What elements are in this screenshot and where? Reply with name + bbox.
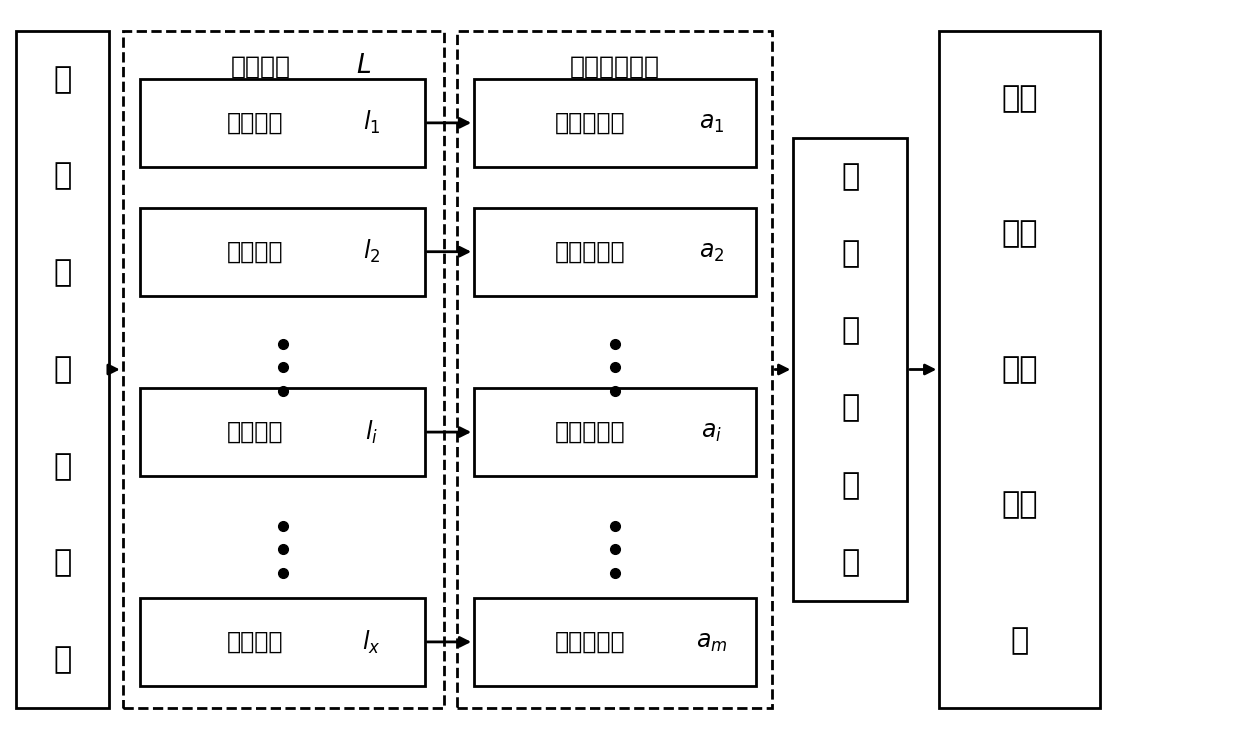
Bar (474, 78, 756, 167)
Text: 连接环节: 连接环节 (227, 111, 283, 134)
Text: $\it{a}_{i}$: $\it{a}_{i}$ (701, 420, 722, 444)
Text: 置模: 置模 (1002, 491, 1038, 520)
Text: 和配: 和配 (1002, 355, 1038, 384)
Text: 理: 理 (841, 394, 859, 423)
Text: 块: 块 (841, 548, 859, 577)
Text: $\it{a}_{m}$: $\it{a}_{m}$ (696, 630, 728, 654)
Text: 连接环节: 连接环节 (227, 239, 283, 264)
Bar (456, 31, 773, 708)
Text: 号: 号 (53, 355, 72, 384)
Text: 信: 信 (841, 162, 859, 191)
Text: $\it{l}_{x}$: $\it{l}_{x}$ (362, 628, 381, 655)
Text: 转发: 转发 (1002, 219, 1038, 248)
Text: 连接环节: 连接环节 (227, 630, 283, 654)
Text: 直: 直 (53, 65, 72, 94)
Text: 源: 源 (53, 645, 72, 674)
Bar (140, 208, 424, 296)
Bar (140, 598, 424, 686)
Text: $\it{l}_{i}$: $\it{l}_{i}$ (365, 418, 378, 446)
Bar (474, 388, 756, 476)
Bar (123, 31, 444, 708)
Bar (140, 388, 424, 476)
Text: $\it{l}_{2}$: $\it{l}_{2}$ (362, 238, 379, 265)
Text: 耦合子模块: 耦合子模块 (556, 111, 626, 134)
Text: $\it{a}_{1}$: $\it{a}_{1}$ (699, 111, 724, 134)
Bar (140, 78, 424, 167)
Text: 信: 信 (53, 258, 72, 287)
Text: $\it{a}_{2}$: $\it{a}_{2}$ (699, 239, 724, 264)
Text: 连接环节: 连接环节 (227, 420, 283, 444)
Text: 励: 励 (53, 548, 72, 577)
Bar (474, 598, 756, 686)
Text: 连接环节: 连接环节 (231, 54, 291, 78)
Text: $\it{l}_{1}$: $\it{l}_{1}$ (362, 109, 379, 137)
Text: 耦合子模块: 耦合子模块 (556, 239, 626, 264)
Text: 流: 流 (53, 162, 72, 191)
Text: 耦合子模块: 耦合子模块 (556, 420, 626, 444)
Text: 号: 号 (841, 239, 859, 268)
Bar (16, 31, 109, 708)
Text: 块: 块 (1011, 626, 1029, 655)
Text: 处: 处 (841, 316, 859, 345)
Bar (794, 137, 906, 602)
Text: 激: 激 (53, 452, 72, 481)
Bar (939, 31, 1100, 708)
Text: $L$: $L$ (356, 53, 372, 79)
Text: 耦合子模块: 耦合子模块 (556, 630, 626, 654)
Text: 数据: 数据 (1002, 84, 1038, 113)
Text: 电压耦合模块: 电压耦合模块 (569, 54, 660, 78)
Text: 模: 模 (841, 471, 859, 500)
Bar (474, 208, 756, 296)
